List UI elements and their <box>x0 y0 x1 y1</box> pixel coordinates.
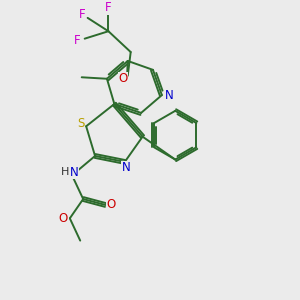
Text: N: N <box>70 166 79 179</box>
Text: S: S <box>77 117 85 130</box>
Text: N: N <box>122 161 130 174</box>
Text: F: F <box>74 34 81 47</box>
Text: N: N <box>165 88 174 102</box>
Text: F: F <box>78 8 85 21</box>
Text: O: O <box>59 212 68 225</box>
Text: O: O <box>107 198 116 211</box>
Text: F: F <box>105 1 112 14</box>
Text: H: H <box>61 167 69 177</box>
Text: O: O <box>118 72 128 85</box>
